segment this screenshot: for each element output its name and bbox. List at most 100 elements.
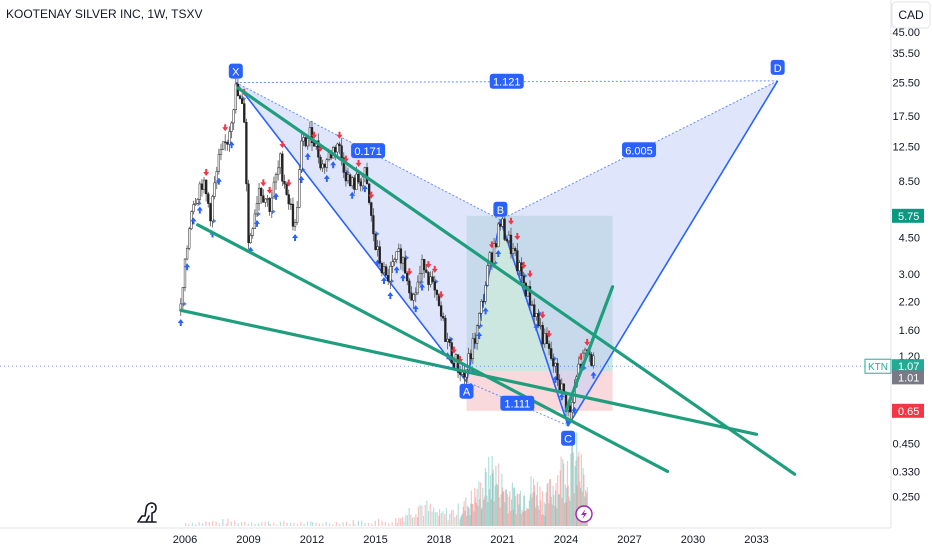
sell-signal-icon xyxy=(368,191,375,199)
sell-signal-icon xyxy=(546,330,553,338)
volume-bar xyxy=(512,509,514,526)
volume-bar xyxy=(518,504,520,526)
candle-body xyxy=(198,183,201,200)
volume-bar xyxy=(454,517,456,526)
candle-body xyxy=(393,259,396,263)
candle-body xyxy=(448,338,451,343)
candle-body xyxy=(285,183,288,195)
volume-bar xyxy=(322,523,324,526)
volume-bar xyxy=(539,486,541,526)
volume-bar xyxy=(225,523,227,526)
candle-body xyxy=(518,262,521,272)
pattern-leg-0[interactable] xyxy=(235,82,468,383)
buy-signal-icon xyxy=(361,185,368,193)
candle-body xyxy=(537,313,540,326)
sell-signal-icon xyxy=(266,186,273,194)
volume-bar xyxy=(561,497,563,526)
candle-body xyxy=(545,333,549,345)
volume-bar xyxy=(452,509,454,526)
volume-bar xyxy=(566,487,568,526)
time-axis[interactable]: 2006 2009 2012 2015 2018 2021 2024 2027 2030 2033 xyxy=(173,534,769,546)
x-tick-label: 2012 xyxy=(300,534,324,546)
y-tick-label: 3.00 xyxy=(899,269,920,281)
volume-bar xyxy=(227,518,229,526)
volume-bar xyxy=(535,495,538,526)
candle-body xyxy=(196,199,199,204)
volume-bar xyxy=(556,508,558,526)
sell-signal-icon xyxy=(285,179,292,187)
buy-signal-icon xyxy=(533,323,540,331)
currency-button-label[interactable]: CAD xyxy=(898,8,924,22)
volume-bar xyxy=(434,512,436,526)
candle-body xyxy=(547,343,551,349)
volume-bar xyxy=(525,510,527,526)
candle-body xyxy=(543,333,546,345)
volume-bar xyxy=(537,505,539,526)
pattern-ratio-line-2[interactable] xyxy=(466,381,569,427)
y-tick-label: 17.50 xyxy=(892,111,920,123)
buy-signal-icon xyxy=(393,266,400,274)
y-tick-label: 2.20 xyxy=(899,297,920,309)
candle-body xyxy=(245,122,248,185)
volume-bar xyxy=(508,496,510,526)
price-axis[interactable]: 45.00 35.50 25.50 17.50 12.50 8.50 4.50 3.00 2.2… xyxy=(892,27,920,504)
trendline-0[interactable] xyxy=(236,86,797,476)
volume-bar xyxy=(354,524,356,526)
buy-signal-icon xyxy=(247,246,254,254)
candle-body xyxy=(425,269,428,273)
sell-signal-icon xyxy=(311,131,318,139)
x-tick-label: 2021 xyxy=(490,534,514,546)
volume-bar xyxy=(215,521,217,526)
trendlines[interactable] xyxy=(179,86,797,476)
volume-bar xyxy=(447,520,449,526)
volume-bar xyxy=(410,514,412,526)
candle-body xyxy=(293,222,297,227)
volume-bar xyxy=(520,513,522,526)
point-label-text: A xyxy=(463,387,471,399)
buy-signal-icon xyxy=(419,283,426,291)
volume-bar xyxy=(492,469,494,526)
trendline-1[interactable] xyxy=(196,223,670,474)
symbol-title: KOOTENAY SILVER INC, 1W, TSXV xyxy=(6,7,203,21)
volume-bar xyxy=(482,487,484,526)
candle-body xyxy=(374,233,377,250)
currency-button[interactable]: CAD xyxy=(891,1,931,29)
pattern-triangle-xab[interactable] xyxy=(235,82,501,382)
volume-bar xyxy=(571,436,573,526)
volume-bar xyxy=(208,521,210,526)
volume-bar xyxy=(532,478,535,526)
candle-body xyxy=(215,171,218,184)
volume-bar xyxy=(378,518,380,526)
ticker-value-bg xyxy=(892,359,924,374)
candle-body xyxy=(495,243,498,248)
ratio-label-3: 6.005 xyxy=(622,142,657,158)
volume-bar xyxy=(475,502,478,526)
trendline-3[interactable] xyxy=(564,285,615,413)
x-tick-label: 2027 xyxy=(617,534,641,546)
candle-body xyxy=(427,272,430,285)
volume-bar xyxy=(470,503,472,526)
volume-bar xyxy=(483,496,486,526)
pattern-leg-3[interactable] xyxy=(567,80,779,427)
trendline-2[interactable] xyxy=(179,308,759,436)
volume-bar xyxy=(481,507,483,526)
candle-body xyxy=(336,143,339,153)
candle-body xyxy=(552,358,555,367)
x-tick-label: 2030 xyxy=(681,534,705,546)
ticker-tag-text: KTN xyxy=(868,362,888,373)
price-tag-text: 1.01 xyxy=(898,372,919,384)
x-tick-label: 2015 xyxy=(363,534,387,546)
point-label-d: D xyxy=(770,59,785,75)
lightning-icon[interactable] xyxy=(575,505,593,523)
volume-bar xyxy=(550,496,552,526)
candle-body xyxy=(185,248,189,260)
sell-signal-icon xyxy=(514,233,521,241)
currency-button-bg[interactable] xyxy=(891,1,931,29)
volume-bar xyxy=(522,512,524,526)
pattern-triangle-bcd[interactable] xyxy=(500,80,778,426)
volume-bar xyxy=(450,510,453,526)
volume-bar xyxy=(574,466,576,526)
candle-body xyxy=(353,177,356,190)
volume-bar xyxy=(553,494,555,526)
